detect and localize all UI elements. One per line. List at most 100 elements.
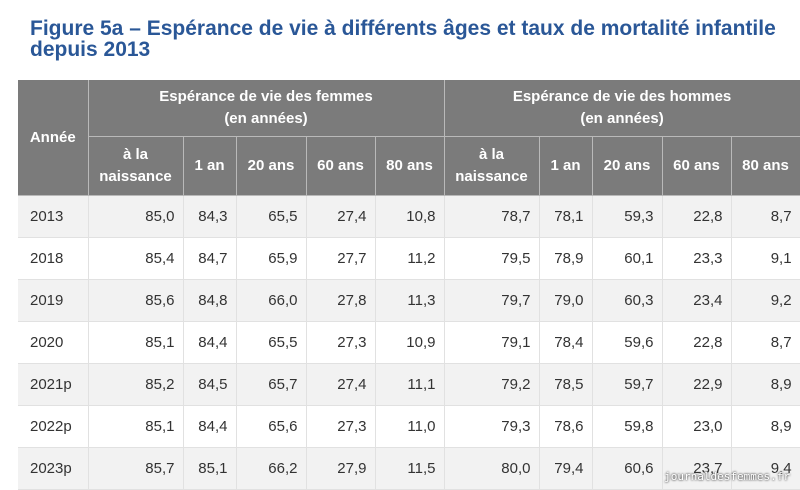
header-men-80ans: 80 ans — [731, 136, 800, 196]
value-cell: 66,2 — [236, 447, 307, 490]
value-cell: 65,5 — [236, 195, 307, 238]
value-cell: 84,4 — [183, 321, 237, 364]
header-women-unit: (en années) — [224, 110, 308, 127]
year-cell: 2023p — [18, 447, 89, 490]
value-cell: 65,7 — [236, 363, 307, 406]
value-cell: 78,6 — [539, 405, 593, 448]
life-expectancy-table: Année Espérance de vie des femmes (en an… — [18, 80, 800, 490]
value-cell: 22,8 — [662, 195, 732, 238]
header-men-unit: (en années) — [580, 110, 664, 127]
value-cell: 22,8 — [662, 321, 732, 364]
table-row: 2020 85,1 84,4 65,5 27,3 10,9 79,1 78,4 … — [18, 321, 800, 364]
value-cell: 23,4 — [662, 279, 732, 322]
birth-label-1: à la — [122, 146, 149, 163]
value-cell: 22,9 — [662, 363, 732, 406]
header-women-20ans: 20 ans — [236, 136, 307, 196]
table-body: 2013 85,0 84,3 65,5 27,4 10,8 78,7 78,1 … — [18, 195, 800, 490]
header-men-60ans: 60 ans — [662, 136, 732, 196]
header-men-label: Espérance de vie des hommes — [512, 88, 732, 105]
value-cell: 27,3 — [306, 321, 376, 364]
value-cell: 27,7 — [306, 237, 376, 280]
table-row: 2019 85,6 84,8 66,0 27,8 11,3 79,7 79,0 … — [18, 279, 800, 322]
value-cell: 78,7 — [444, 195, 540, 238]
value-cell: 27,4 — [306, 195, 376, 238]
value-cell: 85,1 — [88, 321, 184, 364]
birth-label-2: naissance — [99, 168, 172, 185]
value-cell: 8,9 — [731, 405, 800, 448]
value-cell: 11,1 — [375, 363, 445, 406]
value-cell: 8,9 — [731, 363, 800, 406]
value-cell: 59,8 — [592, 405, 663, 448]
value-cell: 85,0 — [88, 195, 184, 238]
header-women-60ans: 60 ans — [306, 136, 376, 196]
value-cell: 79,1 — [444, 321, 540, 364]
value-cell: 23,7 — [662, 447, 732, 490]
value-cell: 59,7 — [592, 363, 663, 406]
value-cell: 65,6 — [236, 405, 307, 448]
value-cell: 9,2 — [731, 279, 800, 322]
value-cell: 9,1 — [731, 237, 800, 280]
value-cell: 27,9 — [306, 447, 376, 490]
value-cell: 23,0 — [662, 405, 732, 448]
value-cell: 9,4 — [731, 447, 800, 490]
watermark: journaldesfemmes.fr — [664, 470, 790, 483]
value-cell: 84,5 — [183, 363, 237, 406]
value-cell: 10,9 — [375, 321, 445, 364]
value-cell: 23,3 — [662, 237, 732, 280]
value-cell: 79,3 — [444, 405, 540, 448]
value-cell: 85,1 — [88, 405, 184, 448]
header-women-birth: à la naissance — [88, 136, 184, 196]
header-men-group: Espérance de vie des hommes (en années) — [444, 80, 800, 137]
value-cell: 85,2 — [88, 363, 184, 406]
value-cell: 59,6 — [592, 321, 663, 364]
value-cell: 85,7 — [88, 447, 184, 490]
value-cell: 59,3 — [592, 195, 663, 238]
header-women-label: Espérance de vie des femmes — [159, 88, 373, 105]
year-cell: 2018 — [18, 237, 89, 280]
table-row: 2023p 85,7 85,1 66,2 27,9 11,5 80,0 79,4… — [18, 447, 800, 490]
header-men-20ans: 20 ans — [592, 136, 663, 196]
value-cell: 27,3 — [306, 405, 376, 448]
value-cell: 60,6 — [592, 447, 663, 490]
year-cell: 2020 — [18, 321, 89, 364]
value-cell: 79,7 — [444, 279, 540, 322]
header-women-1an: 1 an — [183, 136, 237, 196]
title-line-2: depuis 2013 — [30, 38, 151, 61]
year-cell: 2019 — [18, 279, 89, 322]
value-cell: 84,4 — [183, 405, 237, 448]
value-cell: 78,4 — [539, 321, 593, 364]
value-cell: 10,8 — [375, 195, 445, 238]
value-cell: 80,0 — [444, 447, 540, 490]
value-cell: 60,3 — [592, 279, 663, 322]
value-cell: 79,4 — [539, 447, 593, 490]
value-cell: 65,9 — [236, 237, 307, 280]
table-row: 2013 85,0 84,3 65,5 27,4 10,8 78,7 78,1 … — [18, 195, 800, 238]
title-line-1: Figure 5a – Espérance de vie à différent… — [30, 17, 776, 40]
year-cell: 2021p — [18, 363, 89, 406]
table-row: 2022p 85,1 84,4 65,6 27,3 11,0 79,3 78,6… — [18, 405, 800, 448]
value-cell: 11,3 — [375, 279, 445, 322]
header-men-1an: 1 an — [539, 136, 593, 196]
birth-label-2: naissance — [455, 168, 528, 185]
value-cell: 84,8 — [183, 279, 237, 322]
value-cell: 60,1 — [592, 237, 663, 280]
value-cell: 78,9 — [539, 237, 593, 280]
value-cell: 27,4 — [306, 363, 376, 406]
value-cell: 84,3 — [183, 195, 237, 238]
value-cell: 66,0 — [236, 279, 307, 322]
value-cell: 79,5 — [444, 237, 540, 280]
value-cell: 11,2 — [375, 237, 445, 280]
value-cell: 8,7 — [731, 195, 800, 238]
year-cell: 2022p — [18, 405, 89, 448]
value-cell: 27,8 — [306, 279, 376, 322]
value-cell: 8,7 — [731, 321, 800, 364]
value-cell: 79,2 — [444, 363, 540, 406]
value-cell: 79,0 — [539, 279, 593, 322]
value-cell: 11,5 — [375, 447, 445, 490]
header-men-birth: à la naissance — [444, 136, 540, 196]
figure-title: Figure 5a – Espérance de vie à différent… — [30, 18, 790, 60]
birth-label-1: à la — [478, 146, 505, 163]
value-cell: 11,0 — [375, 405, 445, 448]
value-cell: 84,7 — [183, 237, 237, 280]
table-row: 2021p 85,2 84,5 65,7 27,4 11,1 79,2 78,5… — [18, 363, 800, 406]
